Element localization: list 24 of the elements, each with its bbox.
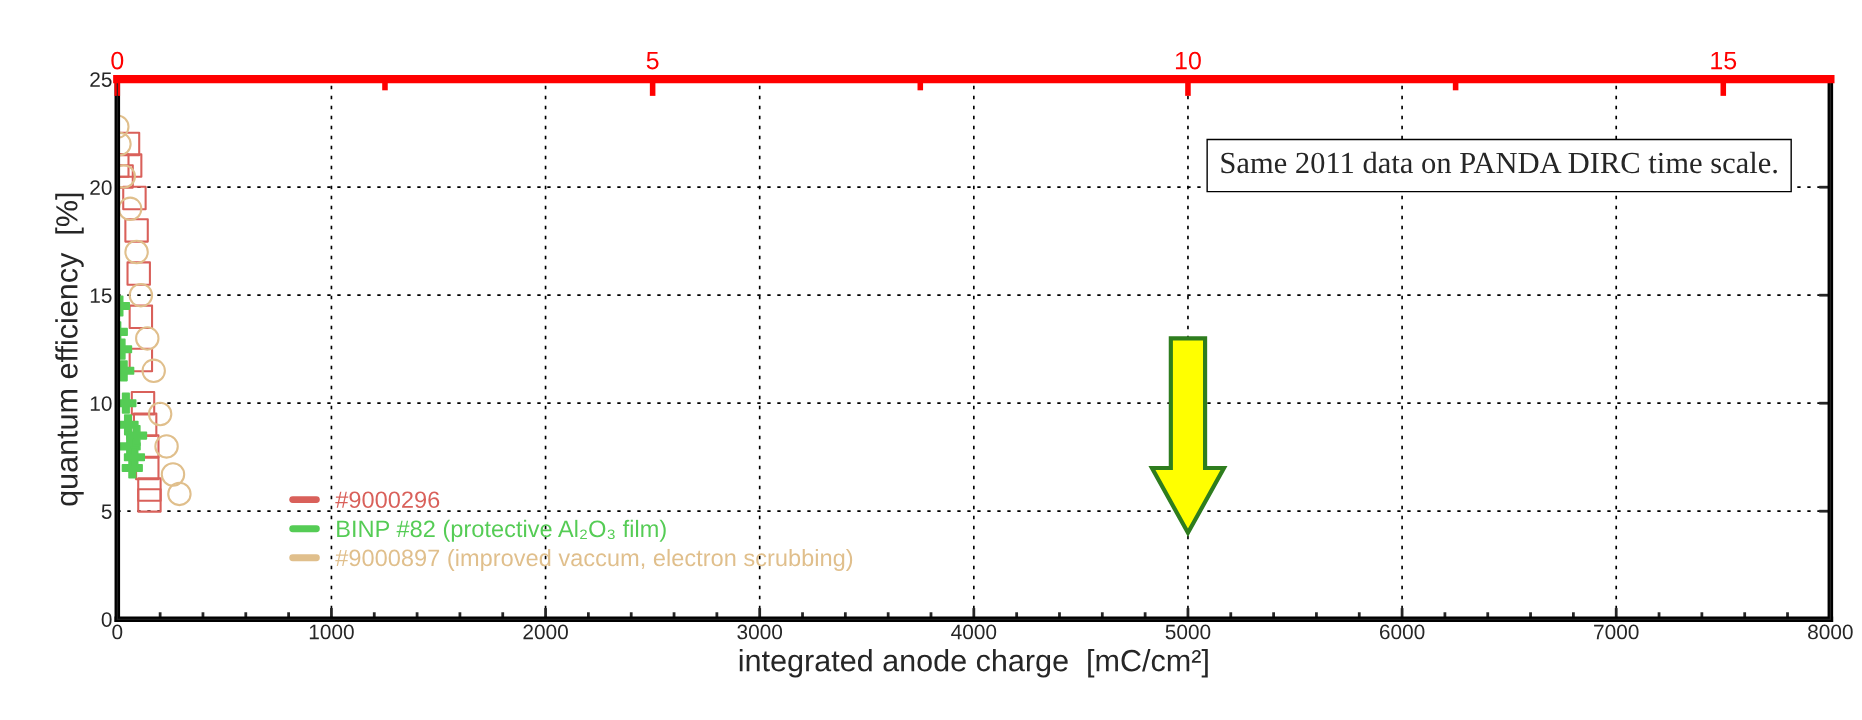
y-tick-label: 10 — [90, 396, 112, 411]
legend-label: BINP #82 (protective Al₂O₃ film) — [337, 519, 666, 542]
y-axis-title: quantum efficiency [%] — [55, 193, 84, 506]
x-tick-label: 2000 — [523, 624, 568, 640]
x-tick-label: 8000 — [1808, 624, 1853, 640]
annotation: Same 2011 data on PANDA DIRC time scale. — [1221, 151, 1777, 174]
x-tick-label: 4000 — [951, 624, 997, 640]
x-tick-label: 5000 — [1165, 624, 1211, 640]
x-tick-label: 1000 — [309, 624, 354, 640]
y-tick-label: 5 — [101, 504, 112, 519]
x-axis-title: integrated anode charge [mC/cm²] — [739, 649, 1208, 678]
x-tick-label: 0 — [112, 624, 123, 640]
x-tick-label: 3000 — [737, 624, 783, 640]
legend-label: #9000296 — [335, 491, 440, 509]
y-tick-label: 20 — [90, 180, 112, 195]
y-tick-label: 25 — [90, 72, 112, 87]
x2-tick-label: 10 — [1175, 51, 1201, 70]
x-tick-label: 6000 — [1379, 624, 1425, 640]
x2-tick-label: 15 — [1711, 51, 1737, 70]
y-tick-label: 15 — [90, 288, 112, 303]
y-tick-label: 0 — [101, 612, 112, 627]
legend-label: #9000897 (improved vaccum, electron scrubbing) — [335, 548, 853, 571]
x2-tick-label: 5 — [646, 51, 659, 70]
x-tick-label: 7000 — [1594, 624, 1639, 640]
